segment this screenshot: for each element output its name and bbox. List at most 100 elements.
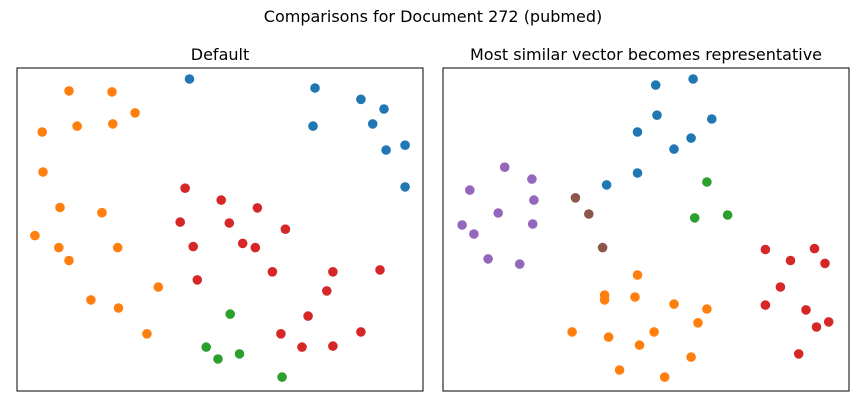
scatter-point-series1-0 xyxy=(632,270,643,280)
scatter-point-series2-0 xyxy=(702,177,712,187)
scatter-point-series0-7 xyxy=(632,168,643,178)
scatter-point-series1-9 xyxy=(30,230,40,241)
scatter-point-series3-1 xyxy=(216,195,226,205)
scatter-point-series4-0 xyxy=(499,162,510,172)
scatter-point-series3-16 xyxy=(356,327,366,337)
scatter-point-series3-9 xyxy=(793,349,804,359)
scatter-point-series3-6 xyxy=(188,241,198,252)
scatter-point-series4-6 xyxy=(469,229,479,239)
scatter-point-series2-1 xyxy=(689,213,700,223)
scatter-point-series1-15 xyxy=(113,303,124,313)
scatter-point-series0-0 xyxy=(650,80,661,90)
scatter-point-series3-5 xyxy=(760,300,771,310)
scatter-point-series1-14 xyxy=(86,295,96,305)
scatter-point-series1-4 xyxy=(669,299,679,309)
scatter-point-series5-0 xyxy=(570,193,581,203)
scatter-point-series0-6 xyxy=(381,145,391,155)
scatter-point-series3-3 xyxy=(175,217,185,227)
scatter-point-series3-7 xyxy=(811,322,822,332)
scatter-panel-most-similar: Most similar vector becomes representati… xyxy=(442,45,850,392)
scatter-point-series1-6 xyxy=(38,167,48,177)
scatter-point-series0-8 xyxy=(400,182,410,192)
scatter-point-series4-1 xyxy=(465,185,475,195)
scatter-point-series1-7 xyxy=(55,202,65,213)
scatter-point-series0-5 xyxy=(367,119,378,129)
points-layer-most-similar xyxy=(457,74,834,382)
scatter-point-series5-2 xyxy=(597,242,608,253)
scatter-point-series2-0 xyxy=(225,309,235,319)
scatter-point-series3-3 xyxy=(820,258,830,269)
scatter-point-series1-11 xyxy=(686,352,696,362)
plot-area-frame xyxy=(442,67,850,392)
scatter-point-series4-8 xyxy=(483,254,493,264)
scatter-point-series1-8 xyxy=(97,207,107,218)
scatter-point-series1-13 xyxy=(153,282,164,292)
scatter-point-series3-11 xyxy=(375,265,385,275)
scatter-point-series2-4 xyxy=(277,372,287,382)
scatter-point-series5-1 xyxy=(584,209,594,219)
scatter-point-series1-12 xyxy=(64,255,74,266)
scatter-point-series3-5 xyxy=(280,224,291,234)
scatter-point-series0-5 xyxy=(686,133,696,143)
scatter-point-series1-5 xyxy=(702,304,712,314)
scatter-point-series1-0 xyxy=(64,86,74,96)
scatter-point-series4-4 xyxy=(493,208,504,218)
scatter-point-series1-10 xyxy=(54,242,64,253)
scatter-point-series3-0 xyxy=(180,183,190,193)
scatter-point-series3-4 xyxy=(775,282,786,292)
points-layer-default xyxy=(30,74,410,382)
scatter-point-series3-13 xyxy=(322,286,332,296)
scatter-point-series3-14 xyxy=(303,311,313,321)
scatter-point-series1-12 xyxy=(614,365,625,375)
scatter-point-series1-7 xyxy=(567,327,577,337)
scatter-point-series3-9 xyxy=(267,267,278,277)
scatter-point-series4-2 xyxy=(527,174,537,184)
scatter-point-series0-1 xyxy=(310,83,320,93)
plot-area-frame xyxy=(16,67,424,392)
scatter-point-series3-2 xyxy=(785,255,796,266)
scatter-point-series3-0 xyxy=(760,244,771,255)
scatter-point-series3-8 xyxy=(823,317,834,327)
scatter-point-series3-8 xyxy=(250,242,261,253)
scatter-point-series0-4 xyxy=(632,127,643,137)
scatter-point-series2-2 xyxy=(722,210,733,220)
scatter-point-series0-3 xyxy=(707,114,717,124)
scatter-point-series3-18 xyxy=(328,341,338,351)
scatter-point-series0-3 xyxy=(379,104,389,114)
scatter-point-series0-8 xyxy=(601,180,612,190)
scatter-point-series3-2 xyxy=(252,203,263,213)
scatter-point-series3-10 xyxy=(328,267,338,277)
scatter-point-series1-9 xyxy=(603,332,614,342)
scatter-point-series3-4 xyxy=(224,218,235,228)
scatter-panel-default: Default xyxy=(16,45,424,392)
scatter-point-series1-3 xyxy=(599,295,610,305)
scatter-point-series0-0 xyxy=(184,74,195,84)
scatter-point-series0-6 xyxy=(669,144,679,154)
scatter-point-series3-6 xyxy=(801,305,811,315)
scatter-point-series3-17 xyxy=(297,342,307,352)
panel-title-default: Default xyxy=(191,45,249,64)
scatter-point-series1-11 xyxy=(112,242,123,253)
scatter-point-series0-7 xyxy=(400,140,410,150)
scatter-point-series4-7 xyxy=(527,219,538,229)
scatter-point-series1-16 xyxy=(142,329,152,339)
panel-title-most-similar: Most similar vector becomes representati… xyxy=(470,45,822,64)
scatter-point-series1-6 xyxy=(693,318,703,328)
scatter-point-series0-2 xyxy=(356,94,366,105)
scatter-point-series3-7 xyxy=(237,238,248,249)
scatter-point-series1-3 xyxy=(72,121,82,131)
scatter-point-series1-2 xyxy=(130,108,140,118)
scatter-point-series4-3 xyxy=(529,195,539,205)
scatter-point-series1-8 xyxy=(649,327,659,337)
scatter-point-series1-2 xyxy=(630,292,640,302)
scatter-point-series1-5 xyxy=(37,127,47,137)
scatter-point-series1-1 xyxy=(107,87,117,97)
scatter-point-series3-15 xyxy=(276,329,286,339)
figure-suptitle: Comparisons for Document 272 (pubmed) xyxy=(264,7,602,26)
scatter-point-series1-13 xyxy=(659,372,670,382)
scatter-point-series2-1 xyxy=(201,342,211,352)
scatter-point-series4-9 xyxy=(514,259,525,269)
scatter-point-series4-5 xyxy=(457,220,467,230)
scatter-point-series2-2 xyxy=(234,349,245,359)
